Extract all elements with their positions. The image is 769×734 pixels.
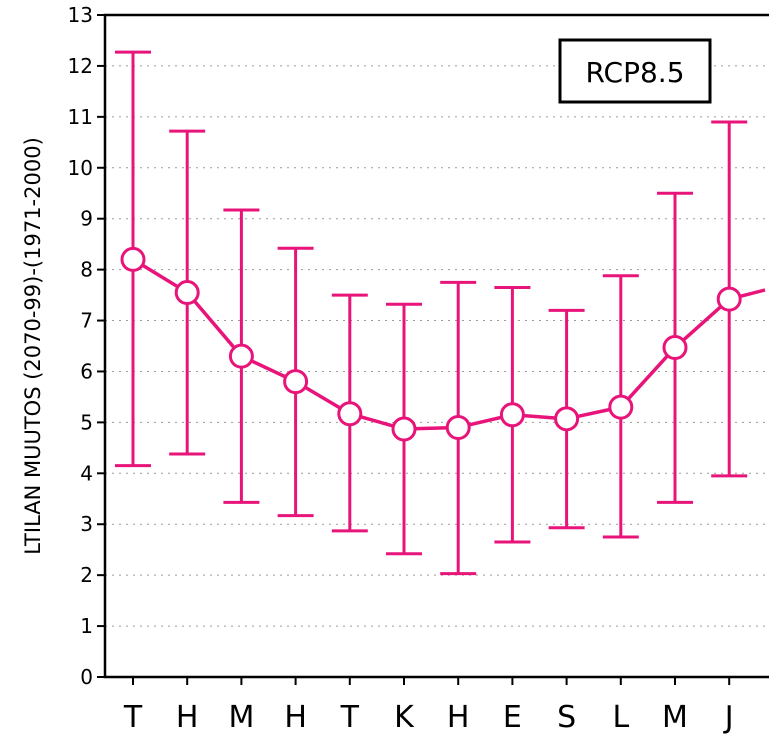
legend-box (558, 38, 712, 104)
data-point (120, 246, 146, 272)
y-tick-label: 4 (80, 461, 93, 485)
grid-lines (105, 65, 765, 627)
legend: RCP8.5 (558, 38, 712, 104)
data-point (174, 280, 200, 306)
data-point (499, 402, 525, 428)
x-tick-label: H (284, 700, 307, 734)
y-tick-label: 12 (68, 54, 93, 78)
y-tick-label: 7 (80, 309, 93, 333)
y-tick-label: 1 (80, 614, 93, 638)
data-point (337, 401, 363, 427)
y-tick-label: 11 (68, 105, 93, 129)
y-tick-label: 3 (80, 512, 93, 536)
x-tick-label: J (723, 700, 734, 734)
y-axis-title: LTILAN MUUTOS (2070-99)-(1971-2000) (21, 137, 45, 555)
y-tick-label: 10 (68, 156, 93, 180)
x-tick-label: E (503, 700, 522, 734)
plot-frame (103, 13, 769, 679)
y-tick-label: 9 (80, 207, 93, 231)
x-tick-label: H (447, 700, 470, 734)
x-tick-label: K (394, 700, 415, 734)
data-point (391, 416, 417, 442)
data-point (228, 343, 254, 369)
x-tick-label: M (662, 700, 688, 734)
legend-label: RCP8.5 (585, 56, 684, 89)
x-tick-label: H (176, 700, 199, 734)
data-point (554, 406, 580, 432)
y-tick-label: 2 (80, 563, 93, 587)
y-tick-label: 6 (80, 359, 93, 383)
y-tick-label: 8 (80, 258, 93, 282)
data-point (716, 286, 742, 312)
x-tick-label: M (228, 700, 254, 734)
data-point (445, 414, 471, 440)
y-tick-label: 13 (68, 3, 93, 27)
data-point (608, 394, 634, 420)
y-tick-label: 5 (80, 410, 93, 434)
x-tick-label: T (340, 700, 360, 734)
y-tick-label: 0 (80, 665, 93, 689)
data-point (662, 335, 688, 361)
x-tick-label: S (557, 700, 576, 734)
data-point (283, 369, 309, 395)
data-series (115, 50, 766, 576)
x-tick-label: L (612, 700, 629, 734)
x-tick-label: T (123, 700, 143, 734)
